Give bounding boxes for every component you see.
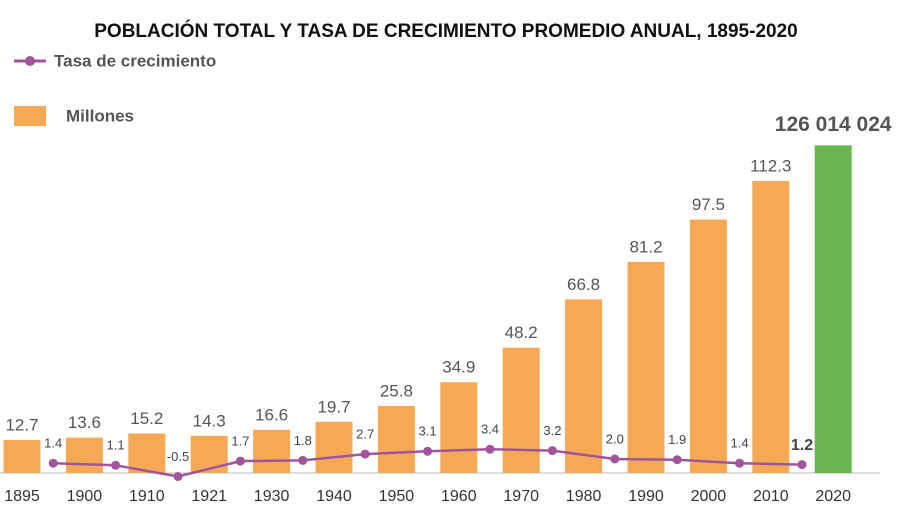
line-marker [423,446,433,456]
bar [315,421,353,473]
data-label: 15.2 [130,409,163,428]
x-tick-label: 1950 [379,488,415,505]
legend-label: Millones [66,106,134,125]
data-label: 13.6 [68,413,101,432]
legend-bar-swatch [14,106,46,126]
x-tick-label: 1990 [628,488,664,505]
data-label: 19.7 [317,397,350,416]
x-tick-label: 1980 [566,488,602,505]
x-tick-label: 1970 [503,488,539,505]
data-label: 81.2 [629,237,662,256]
legend-line-marker [25,56,35,66]
data-label: 1.1 [107,438,125,453]
data-label: 1.7 [231,434,249,449]
x-tick-label: 2000 [691,488,727,505]
bar [128,433,166,473]
line-marker [547,446,557,456]
data-label: 3.2 [543,423,561,438]
x-tick-label: 1895 [4,488,40,505]
data-label: 97.5 [692,195,725,214]
data-label: 3.4 [481,422,499,437]
legend-label: Tasa de crecimiento [54,51,216,70]
data-label: 1.9 [668,432,686,447]
bar [377,405,415,473]
line-marker [360,449,370,459]
bar [565,299,603,473]
x-tick-label: 1960 [441,488,477,505]
bar [689,219,727,473]
x-tick-label: 1921 [191,488,227,505]
line-marker [672,455,682,465]
data-label: 14.3 [193,411,226,430]
chart-title: POBLACIÓN TOTAL Y TASA DE CRECIMIENTO PR… [94,20,797,42]
data-label: 1.4 [44,436,62,451]
bar [502,347,540,473]
x-tick-label: 1940 [316,488,352,505]
data-label: 16.6 [255,405,288,424]
x-tick-label: 1910 [129,488,165,505]
bar [3,439,41,473]
bar [190,435,228,473]
line-marker [610,454,620,464]
bar [440,382,478,473]
line-marker [235,456,245,466]
data-label: 2.0 [606,431,624,446]
data-label: 1.2 [791,437,813,454]
line-marker [111,460,121,470]
line-marker [735,458,745,468]
data-label: 1.4 [731,436,749,451]
line-marker [797,460,807,470]
x-tick-label: 1930 [254,488,290,505]
x-tick-label: 2010 [753,488,789,505]
line-marker [48,458,58,468]
bar [65,437,103,473]
line-marker [173,472,183,481]
data-label: 1.8 [294,433,312,448]
data-label: 112.3 [750,157,791,176]
data-label: 25.8 [380,381,413,400]
data-label: 12.7 [5,415,38,434]
data-label: 3.1 [419,424,437,439]
line-marker [298,455,308,465]
bar [752,181,790,473]
bar [253,429,291,473]
x-tick-label: 1900 [67,488,103,505]
data-label: 126 014 024 [775,113,892,136]
bar [627,261,665,473]
data-label: -0.5 [167,449,189,464]
bar [814,145,852,474]
data-label: 2.7 [356,427,374,442]
x-tick-label: 2020 [815,488,851,505]
line-marker [485,444,495,454]
data-label: 34.9 [442,358,475,377]
data-label: 48.2 [505,323,538,342]
data-label: 66.8 [567,275,600,294]
